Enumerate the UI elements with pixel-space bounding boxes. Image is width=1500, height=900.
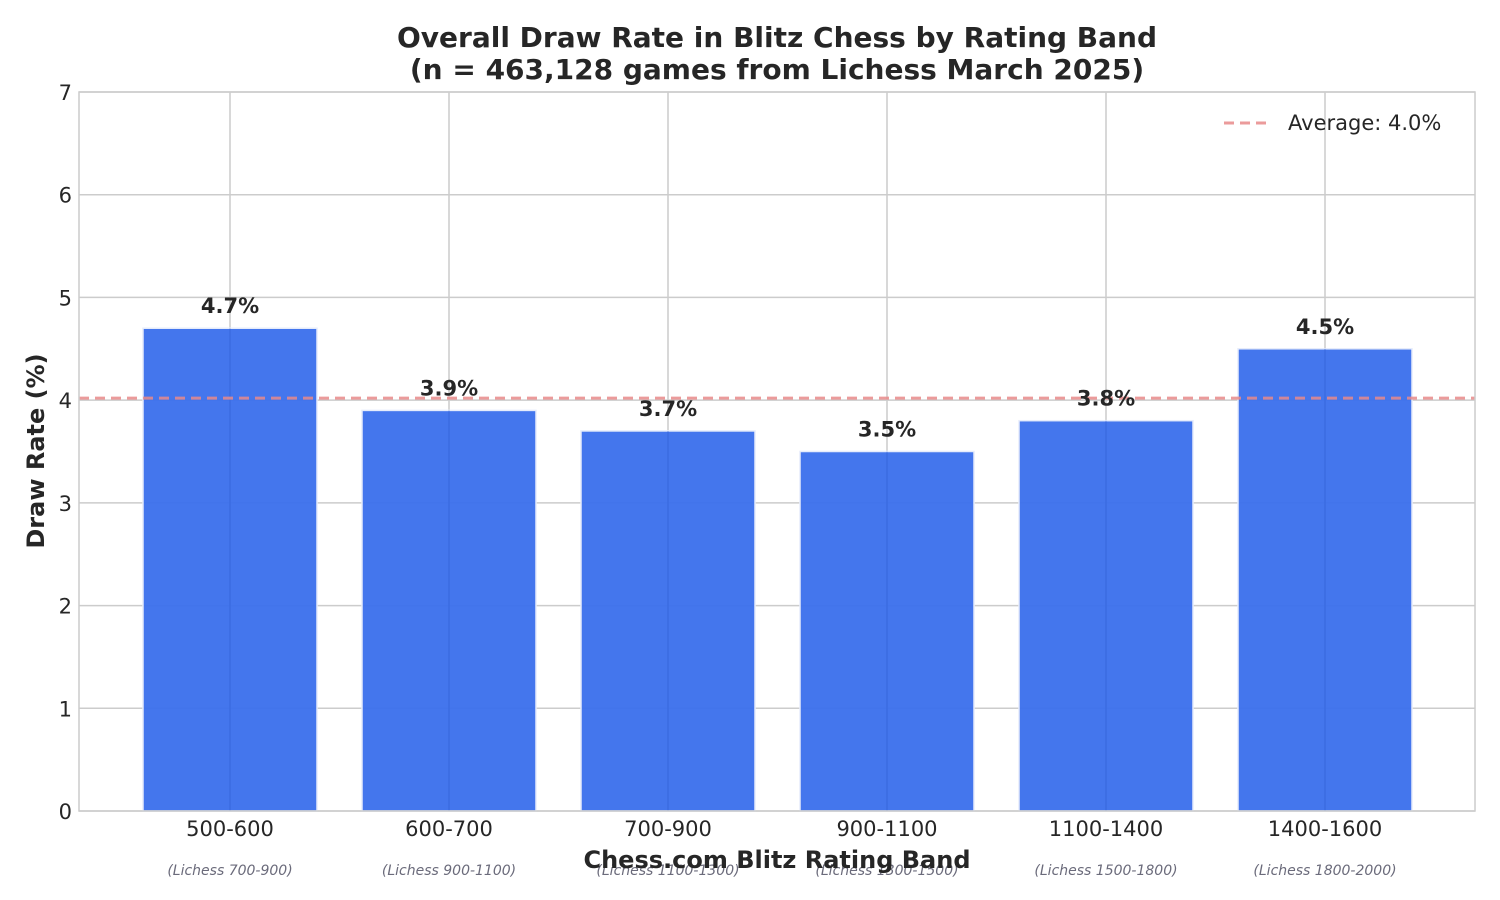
legend: Average: 4.0% <box>1224 111 1441 135</box>
x-tick-label: 700-900 <box>624 817 712 841</box>
x-tick-sublabel: (Lichess 1800-2000) <box>1253 863 1396 879</box>
y-tick-label: 4 <box>59 389 72 413</box>
y-tick-label: 5 <box>59 286 72 310</box>
data-label: 3.8% <box>1077 387 1135 411</box>
data-label: 4.7% <box>201 294 259 318</box>
y-axis-label: Draw Rate (%) <box>22 353 50 548</box>
x-axis-label: Chess.com Blitz Rating Band <box>583 846 970 874</box>
y-tick-label: 2 <box>59 595 72 619</box>
x-tick-label: 1100-1400 <box>1049 817 1163 841</box>
chart-title: Overall Draw Rate in Blitz Chess by Rati… <box>397 21 1157 54</box>
y-tick-label: 3 <box>59 492 72 516</box>
y-tick-label: 6 <box>59 184 72 208</box>
y-tick-label: 1 <box>59 697 72 721</box>
bars <box>142 327 1413 812</box>
x-tick-sublabel: (Lichess 700-900) <box>167 863 292 879</box>
x-tick-label: 600-700 <box>405 817 493 841</box>
x-tick-sublabel: (Lichess 900-1100) <box>382 863 516 879</box>
x-tick-label: 900-1100 <box>836 817 937 841</box>
data-labels: 4.7% 3.9% 3.7% 3.5% 3.8% 4.5% <box>201 294 1354 441</box>
legend-label: Average: 4.0% <box>1288 111 1441 135</box>
plot-frame <box>78 91 1476 812</box>
data-label: 3.7% <box>639 397 697 421</box>
chart-subtitle: (n = 463,128 games from Lichess March 20… <box>410 53 1144 86</box>
bar-600-700 <box>361 409 537 812</box>
y-tick-label: 0 <box>59 800 72 824</box>
x-ticks: 500-600 (Lichess 700-900) 600-700 (Lichess … <box>167 817 1396 879</box>
data-label: 3.9% <box>420 376 478 400</box>
bar-900-1100 <box>799 450 975 812</box>
x-tick-label: 1400-1600 <box>1268 817 1382 841</box>
data-label: 4.5% <box>1296 315 1354 339</box>
y-tick-label: 7 <box>59 81 72 105</box>
y-ticks: 0 1 2 3 4 5 6 7 <box>59 81 72 824</box>
x-tick-label: 500-600 <box>186 817 274 841</box>
x-tick-sublabel: (Lichess 1300-1500) <box>815 863 958 879</box>
data-label: 3.5% <box>858 418 916 442</box>
bar-700-900 <box>580 430 756 812</box>
bar-1100-1400 <box>1018 419 1194 812</box>
x-tick-sublabel: (Lichess 1100-1300) <box>596 863 739 879</box>
bar-500-600 <box>142 327 318 812</box>
x-tick-sublabel: (Lichess 1500-1800) <box>1034 863 1177 879</box>
